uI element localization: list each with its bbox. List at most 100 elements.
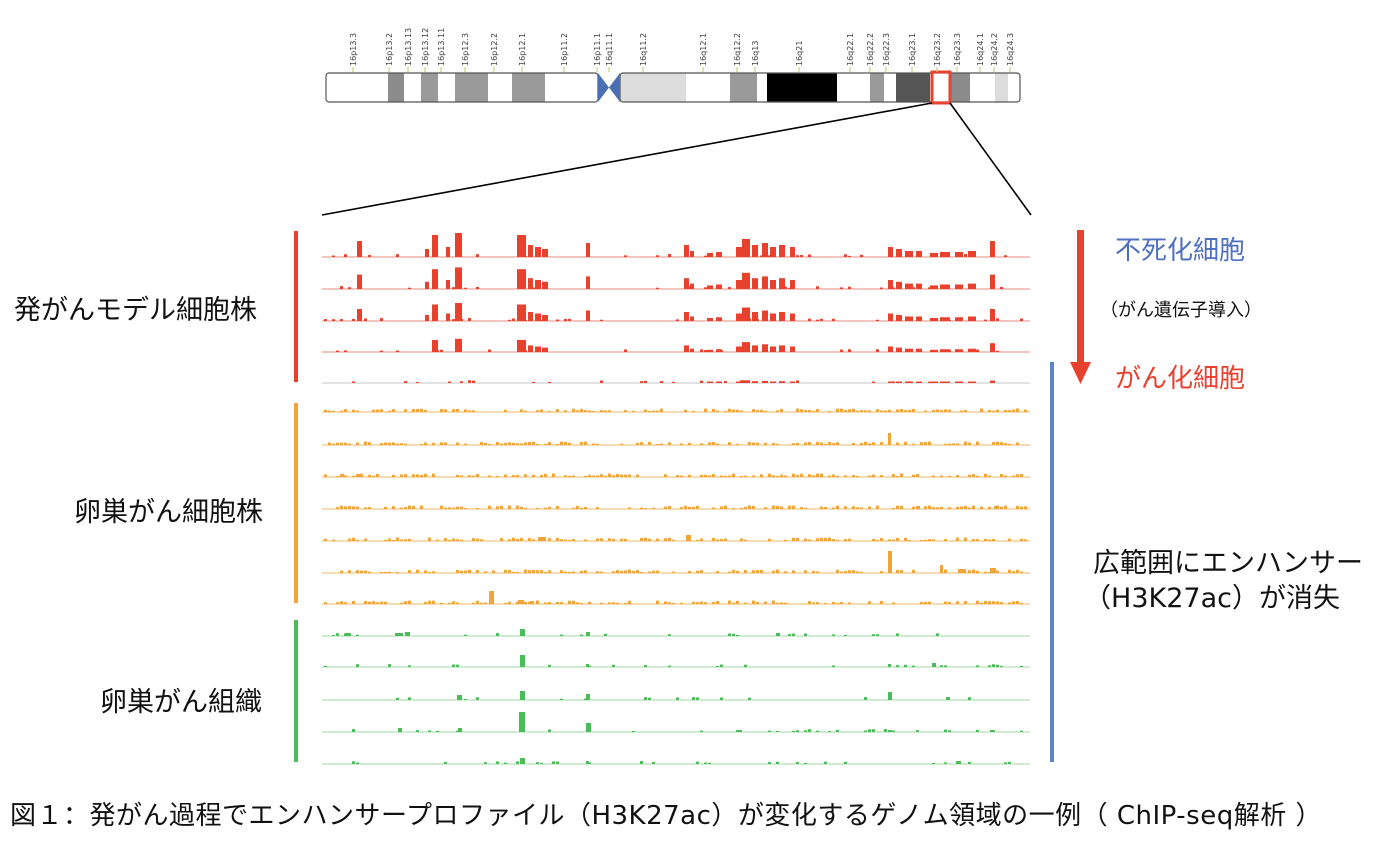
- signal-noise: [748, 442, 751, 445]
- signal-noise: [652, 570, 655, 573]
- signal-noise: [376, 409, 379, 412]
- signal-noise: [968, 442, 971, 445]
- signal-noise: [1016, 408, 1019, 412]
- signal-noise: [812, 475, 815, 477]
- centromere-left: [598, 73, 609, 102]
- signal-peak: [770, 381, 776, 383]
- signal-noise: [740, 538, 743, 541]
- signal-noise: [756, 410, 759, 412]
- signal-noise: [444, 507, 447, 509]
- signal-noise: [1020, 571, 1023, 573]
- signal-peak: [528, 245, 533, 257]
- signal-noise: [476, 507, 479, 509]
- signal-peak: [888, 346, 893, 352]
- signal-noise: [448, 381, 451, 383]
- signal-noise: [372, 409, 375, 412]
- signal-noise: [728, 442, 731, 445]
- signal-noise: [820, 506, 823, 509]
- figure-caption: 図１：発がん過程でエンハンサープロファイル（H3K27ac）が変化するゲノム領域…: [10, 801, 1322, 831]
- signal-noise: [656, 570, 659, 573]
- signal-noise: [936, 633, 939, 636]
- signal-noise: [1016, 569, 1019, 573]
- band-segment: [404, 73, 421, 102]
- signal-noise: [836, 442, 839, 445]
- signal-noise: [780, 408, 783, 412]
- signal-noise: [640, 507, 643, 509]
- signal-noise: [732, 569, 735, 573]
- signal-noise: [908, 409, 911, 412]
- signal-peak: [990, 274, 995, 289]
- signal-noise: [800, 409, 803, 412]
- signal-noise: [748, 505, 751, 509]
- signal-peak: [519, 712, 525, 732]
- signal-noise: [700, 349, 703, 352]
- signal-noise: [1008, 443, 1011, 445]
- band-segment: [930, 73, 950, 102]
- signal-noise: [796, 255, 799, 257]
- signal-peak: [707, 349, 713, 352]
- signal-peak: [994, 506, 998, 509]
- group-label-ovarian-cancer-tissue: 卵巣がん組織: [100, 687, 262, 718]
- signal-noise: [928, 441, 931, 445]
- signal-noise: [548, 601, 551, 604]
- signal-noise: [392, 506, 395, 509]
- signal-noise: [736, 600, 739, 604]
- signal-noise: [836, 505, 839, 509]
- signal-peak: [432, 235, 438, 257]
- signal-noise: [476, 538, 479, 541]
- band-segment: [870, 73, 884, 102]
- signal-noise: [896, 633, 899, 636]
- signal-noise: [628, 569, 631, 573]
- signal-noise: [548, 381, 551, 383]
- signal-noise: [904, 410, 907, 412]
- band-segment: [970, 73, 995, 102]
- signal-noise: [440, 442, 443, 445]
- signal-noise: [508, 319, 511, 321]
- signal-noise: [1012, 601, 1015, 604]
- signal-noise: [956, 443, 959, 445]
- band-label: 16p13.11: [437, 28, 446, 66]
- signal-noise: [732, 633, 735, 636]
- signal-noise: [944, 569, 947, 573]
- signal-peak: [520, 758, 525, 764]
- signal-noise: [416, 730, 419, 732]
- signal-noise: [976, 441, 979, 445]
- signal-noise: [516, 601, 519, 604]
- signal-noise: [532, 474, 535, 477]
- signal-noise: [576, 410, 579, 412]
- signal-peak: [940, 349, 950, 352]
- signal-noise: [928, 505, 931, 509]
- signal-noise: [472, 380, 475, 383]
- signal-noise: [880, 475, 883, 477]
- signal-peak: [736, 730, 742, 732]
- signal-noise: [452, 287, 455, 289]
- signal-noise: [672, 539, 675, 541]
- signal-noise: [464, 698, 467, 700]
- signal-noise: [964, 601, 967, 604]
- signal-noise: [968, 570, 971, 573]
- signal-noise: [960, 410, 963, 412]
- signal-noise: [452, 507, 455, 509]
- signal-noise: [332, 319, 335, 321]
- signal-noise: [904, 441, 907, 445]
- signal-noise: [356, 442, 359, 445]
- signal-noise: [564, 571, 567, 573]
- signal-noise: [476, 600, 479, 604]
- signal-noise: [572, 539, 575, 541]
- signal-noise: [808, 601, 811, 604]
- signal-noise: [560, 634, 563, 636]
- signal-noise: [428, 537, 431, 541]
- signal-noise: [964, 505, 967, 509]
- signal-noise: [1020, 506, 1023, 509]
- signal-noise: [872, 381, 875, 383]
- signal-noise: [872, 442, 875, 445]
- signal-noise: [400, 443, 403, 445]
- signal-noise: [880, 287, 883, 289]
- signal-noise: [876, 409, 879, 412]
- signal-noise: [456, 569, 459, 573]
- signal-noise: [1024, 506, 1027, 509]
- signal-peak: [542, 281, 548, 289]
- signal-noise: [844, 634, 847, 636]
- signal-noise: [364, 441, 367, 445]
- signal-noise: [800, 507, 803, 509]
